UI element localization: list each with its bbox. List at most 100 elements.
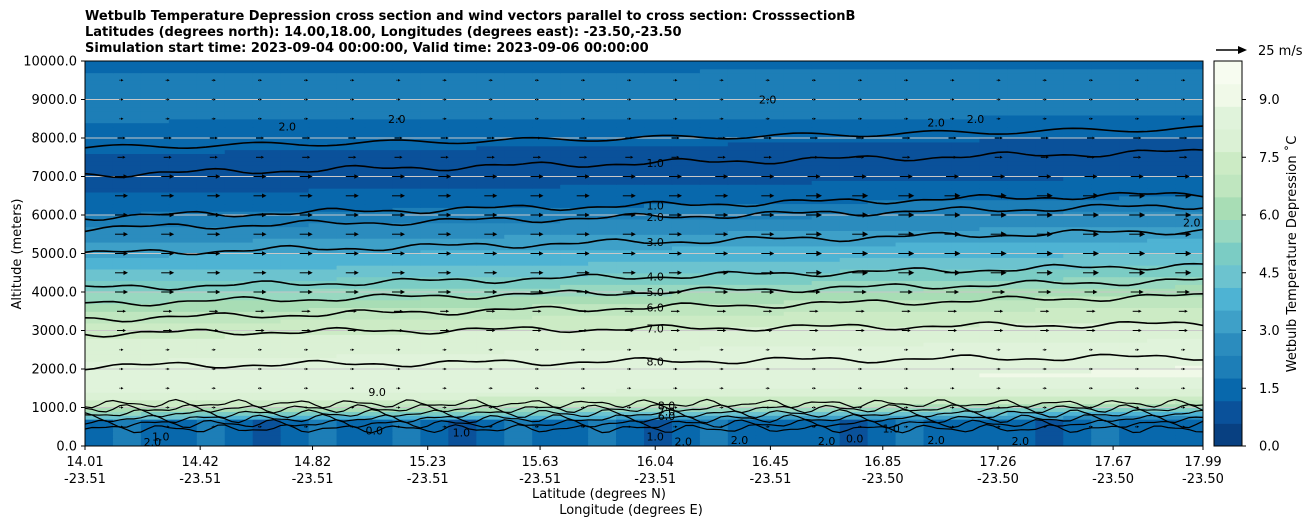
field-cell (1175, 311, 1203, 316)
field-cell (504, 261, 533, 266)
field-cell (532, 172, 561, 178)
field-cell (1091, 114, 1120, 120)
field-cell (755, 299, 785, 305)
field-cell (727, 284, 757, 289)
field-cell (476, 91, 505, 97)
wind-vector-head (1182, 117, 1186, 120)
field-cell (476, 145, 505, 151)
field-cell (308, 145, 338, 151)
field-cell (392, 372, 421, 378)
wind-vector-head (1090, 367, 1093, 371)
wind-vector-head (905, 117, 909, 120)
field-cell (783, 103, 813, 108)
field-cell (1175, 180, 1203, 185)
contour-line-8.0 (85, 353, 1203, 371)
field-cell (448, 345, 477, 351)
field-cell (923, 403, 953, 409)
field-cell (168, 153, 198, 158)
field-cell (644, 153, 673, 158)
field-cell (1007, 334, 1036, 339)
field-cell (85, 99, 114, 104)
field-cell (755, 241, 785, 247)
field-cell (196, 430, 226, 436)
field-cell (727, 384, 757, 389)
field-cell (839, 392, 869, 397)
field-cell (308, 211, 338, 216)
field-cell (504, 241, 533, 247)
field-cell (112, 168, 142, 174)
contour-label: 8.0 (646, 355, 664, 368)
field-cell (644, 226, 673, 231)
field-cell (252, 303, 282, 308)
field-cell (448, 268, 477, 274)
field-cell (1147, 422, 1176, 428)
field-cell (867, 307, 897, 312)
field-cell (476, 399, 505, 405)
wind-vector-head (1047, 192, 1053, 199)
field-cell (644, 215, 673, 220)
wind-vector-head (813, 98, 816, 101)
field-cell (1147, 218, 1176, 224)
field-cell (280, 107, 310, 112)
field-cell (560, 426, 589, 432)
field-cell (895, 369, 925, 374)
field-cell (476, 199, 505, 205)
wind-vector-head (675, 98, 678, 101)
field-cell (895, 111, 925, 116)
field-cell (1091, 130, 1120, 135)
field-cell (168, 276, 198, 282)
field-cell (560, 353, 589, 359)
field-cell (224, 357, 254, 362)
field-cell (1147, 138, 1176, 143)
field-cell (699, 191, 729, 197)
field-cell (783, 265, 813, 270)
field-cell (979, 357, 1008, 362)
field-cell (895, 245, 925, 251)
field-cell (671, 384, 701, 389)
wind-vector-head (167, 425, 170, 428)
field-cell (951, 207, 980, 212)
field-cell (252, 153, 282, 158)
field-cell (85, 342, 114, 347)
field-cell (252, 434, 282, 439)
field-cell (811, 334, 841, 339)
field-cell (1091, 61, 1120, 66)
field-cell (979, 241, 1008, 247)
field-cell (392, 215, 421, 220)
field-cell (979, 157, 1008, 162)
field-cell (252, 426, 282, 432)
field-cell (727, 430, 757, 436)
field-cell (755, 218, 785, 224)
y-tick-label: 5000.0 (32, 247, 78, 262)
field-cell (1007, 191, 1036, 197)
field-cell (811, 222, 841, 228)
wind-vector-head (1184, 309, 1188, 313)
wind-vector-head (490, 425, 493, 428)
field-cell (308, 195, 338, 201)
field-cell (140, 276, 170, 282)
field-cell (85, 399, 114, 405)
field-cell (867, 434, 897, 439)
field-cell (504, 199, 533, 205)
field-cell (1063, 361, 1092, 366)
field-cell (532, 164, 561, 170)
field-cell (951, 249, 980, 255)
field-cell (1175, 103, 1203, 108)
field-cell (196, 95, 226, 101)
field-cell (839, 315, 869, 320)
field-cell (112, 184, 142, 189)
field-cell (224, 145, 254, 151)
field-cell (979, 141, 1008, 147)
wind-vector-head (1092, 136, 1095, 140)
field-cell (895, 430, 925, 436)
contour-labels: 1.01.02.03.04.05.06.07.08.02.02.02.02.0 2… (144, 94, 1201, 447)
field-cell (196, 403, 226, 409)
field-cell (364, 384, 394, 389)
field-cell (727, 161, 757, 166)
field-cell (671, 334, 701, 339)
wind-vector-head (1138, 309, 1142, 313)
wind-vector-head (816, 174, 821, 179)
field-cell (923, 95, 953, 101)
field-cell (532, 376, 561, 382)
field-cell (1147, 257, 1176, 262)
